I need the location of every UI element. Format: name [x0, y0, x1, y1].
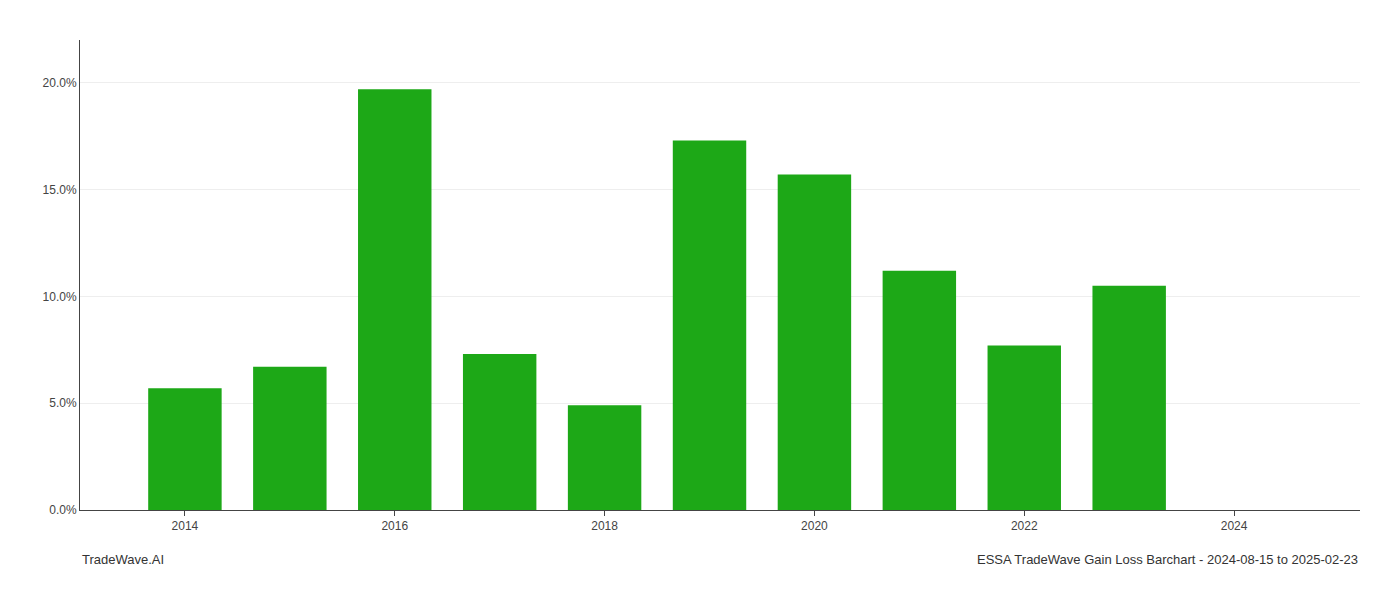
svg-text:2022: 2022 [1011, 519, 1038, 533]
svg-text:2018: 2018 [591, 519, 618, 533]
svg-text:5.0%: 5.0% [49, 396, 77, 410]
svg-text:2024: 2024 [1221, 519, 1248, 533]
svg-text:10.0%: 10.0% [43, 290, 77, 304]
svg-text:15.0%: 15.0% [43, 183, 77, 197]
svg-text:2014: 2014 [172, 519, 199, 533]
svg-text:2016: 2016 [381, 519, 408, 533]
svg-text:20.0%: 20.0% [43, 76, 77, 90]
svg-text:TradeWave.AI: TradeWave.AI [82, 552, 164, 567]
svg-text:ESSA TradeWave Gain Loss Barch: ESSA TradeWave Gain Loss Barchart - 2024… [977, 552, 1358, 567]
svg-text:2020: 2020 [801, 519, 828, 533]
svg-text:0.0%: 0.0% [49, 503, 77, 517]
